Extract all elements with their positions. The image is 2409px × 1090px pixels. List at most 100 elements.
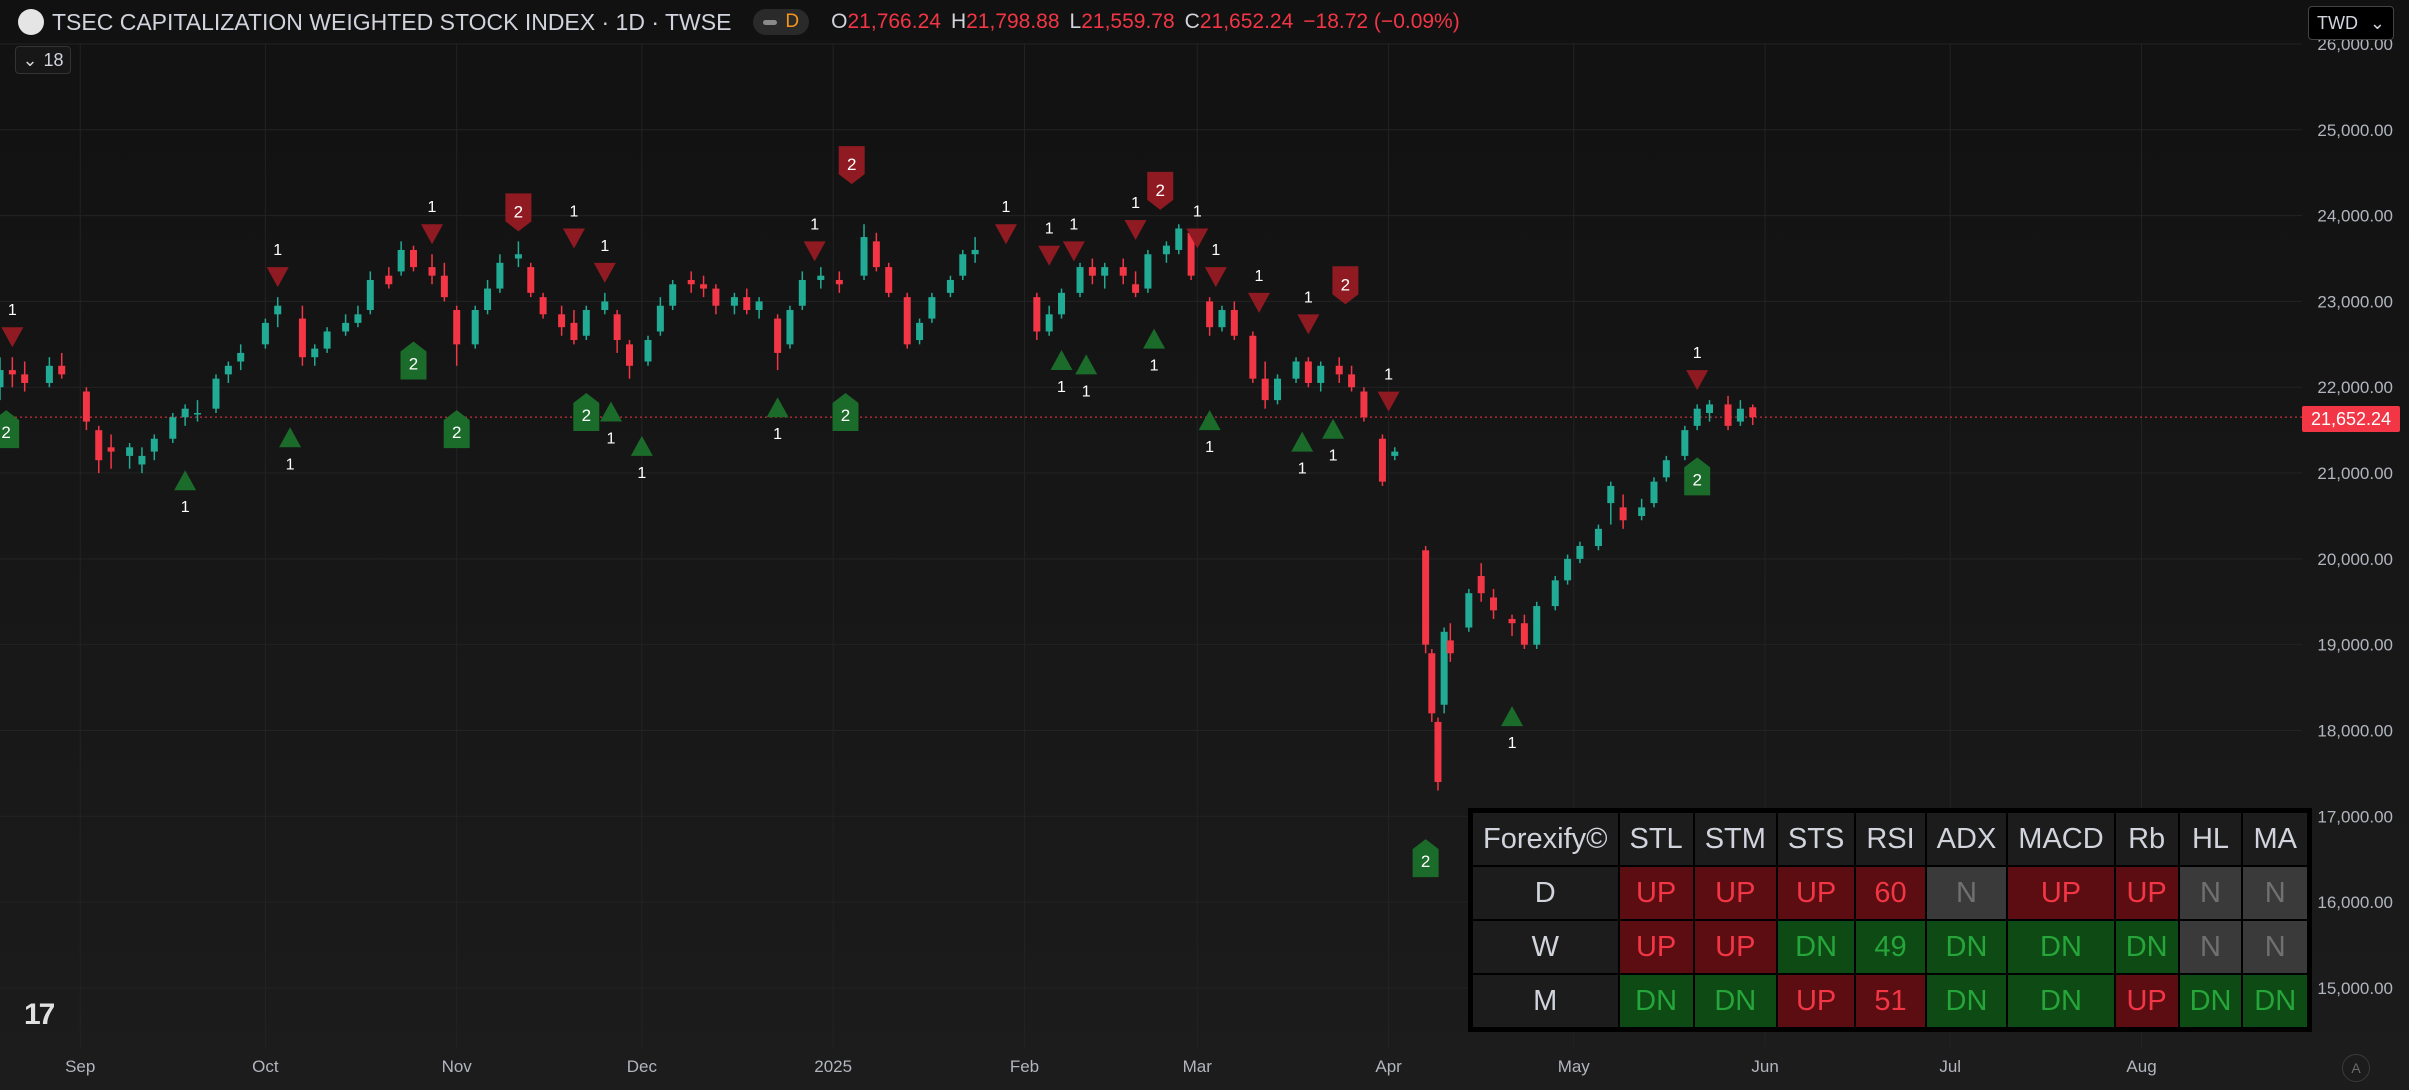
candle-body bbox=[354, 314, 362, 323]
close-label: C bbox=[1184, 10, 1200, 33]
eye-icon[interactable] bbox=[763, 19, 778, 25]
candle-body bbox=[1132, 284, 1140, 293]
bear-signal-triangle bbox=[421, 224, 444, 245]
bear-signal-triangle bbox=[803, 241, 826, 262]
dashboard-cell: 49 bbox=[1854, 919, 1927, 975]
dashboard-cell: 51 bbox=[1854, 973, 1927, 1029]
candle-body bbox=[1681, 430, 1689, 456]
y-tick-label: 18,000.00 bbox=[2317, 721, 2393, 740]
candle-body bbox=[1490, 597, 1498, 611]
signal-label: 2 bbox=[1421, 852, 1430, 871]
y-tick-label: 17,000.00 bbox=[2317, 807, 2393, 826]
candle-body bbox=[0, 370, 4, 388]
candle bbox=[601, 292, 609, 315]
candle-body bbox=[107, 447, 115, 452]
dashboard-cell: DN bbox=[2006, 973, 2116, 1029]
candle-body bbox=[835, 279, 843, 285]
signal-marker: 2 bbox=[443, 410, 470, 449]
symbol-title[interactable]: TSEC CAPITALIZATION WEIGHTED STOCK INDEX… bbox=[52, 8, 732, 35]
signal-label: 1 bbox=[1211, 242, 1220, 259]
dashboard-cell: DN bbox=[2177, 973, 2244, 1029]
candle bbox=[1619, 494, 1627, 529]
candle-body bbox=[274, 305, 282, 315]
dashboard-cell: N bbox=[1924, 865, 2009, 921]
candle bbox=[669, 279, 677, 311]
candle-body bbox=[1422, 550, 1430, 645]
candle bbox=[298, 305, 306, 366]
candle-body bbox=[1101, 267, 1109, 276]
currency-select[interactable]: TWD ⌄ bbox=[2308, 6, 2394, 40]
close-value: 21,652.24 bbox=[1199, 10, 1294, 33]
candle bbox=[1261, 361, 1269, 409]
candle bbox=[82, 387, 90, 431]
signal-marker: 1 bbox=[174, 470, 197, 516]
signal-label: 2 bbox=[847, 155, 856, 174]
candle bbox=[311, 344, 319, 366]
candle-body bbox=[1304, 361, 1312, 383]
signal-marker: 1 bbox=[1297, 289, 1320, 335]
currency-value: TWD bbox=[2317, 12, 2358, 33]
candle bbox=[644, 335, 652, 366]
candle-body bbox=[224, 365, 232, 375]
signal-marker: 1 bbox=[1248, 268, 1271, 313]
candle bbox=[409, 245, 417, 272]
candle-body bbox=[323, 331, 331, 349]
candle bbox=[1335, 357, 1343, 383]
bear-signal-badge bbox=[1332, 266, 1359, 305]
candle bbox=[237, 344, 245, 371]
candle bbox=[1132, 271, 1140, 298]
candle-body bbox=[1477, 576, 1485, 594]
candle-body bbox=[1206, 301, 1214, 328]
signal-label: 1 bbox=[607, 431, 616, 448]
signal-label: 1 bbox=[1693, 345, 1702, 362]
candle bbox=[946, 275, 954, 298]
candle bbox=[1465, 588, 1473, 632]
low-label: L bbox=[1069, 10, 1082, 33]
candle-body bbox=[8, 370, 16, 375]
candle bbox=[1033, 292, 1041, 341]
candle-body bbox=[1033, 297, 1041, 332]
candle-body bbox=[1706, 404, 1714, 413]
candle bbox=[21, 361, 29, 392]
signal-marker: 2 bbox=[1332, 266, 1359, 305]
candle bbox=[1508, 614, 1516, 637]
candle bbox=[1206, 297, 1214, 336]
candle-body bbox=[613, 314, 621, 341]
signal-marker: 1 bbox=[1050, 350, 1073, 396]
dashboard-cell: N bbox=[2177, 919, 2244, 975]
bear-signal-triangle bbox=[1248, 292, 1271, 313]
candle bbox=[1304, 357, 1312, 388]
signal-label: 2 bbox=[582, 406, 591, 425]
candle-body bbox=[1088, 267, 1096, 276]
chevron-down-icon: ⌄ bbox=[2369, 12, 2385, 33]
indicators-toggle-button[interactable]: ⌄ 18 bbox=[15, 46, 71, 74]
candle bbox=[1434, 717, 1442, 791]
y-tick-label: 15,000.00 bbox=[2317, 979, 2393, 998]
auto-scale-button[interactable]: A bbox=[2342, 1054, 2370, 1082]
tradingview-logo-icon[interactable]: 17 bbox=[24, 998, 55, 1031]
visibility-pill[interactable]: D bbox=[753, 9, 810, 35]
candle-body bbox=[1348, 374, 1356, 388]
signal-marker: 2 bbox=[573, 392, 600, 431]
candle bbox=[107, 434, 115, 469]
signal-label: 2 bbox=[1, 423, 10, 442]
candle bbox=[212, 374, 220, 413]
candle-body bbox=[971, 249, 979, 255]
candle bbox=[1378, 434, 1386, 486]
bull-signal-badge bbox=[1412, 839, 1439, 878]
candle bbox=[872, 232, 880, 272]
y-tick-label: 20,000.00 bbox=[2317, 550, 2393, 569]
candle-body bbox=[1218, 310, 1226, 328]
bear-signal-badge bbox=[1147, 171, 1174, 210]
candle bbox=[1520, 614, 1528, 649]
candle bbox=[582, 305, 590, 341]
candle-body bbox=[95, 430, 103, 461]
candle bbox=[1446, 623, 1454, 662]
signal-label: 1 bbox=[1002, 199, 1011, 216]
bull-signal-triangle bbox=[599, 401, 622, 422]
signal-label: 1 bbox=[773, 426, 782, 443]
symbol-logo-icon bbox=[18, 9, 44, 35]
candle-body bbox=[656, 305, 664, 332]
bear-signal-triangle bbox=[1686, 370, 1709, 391]
